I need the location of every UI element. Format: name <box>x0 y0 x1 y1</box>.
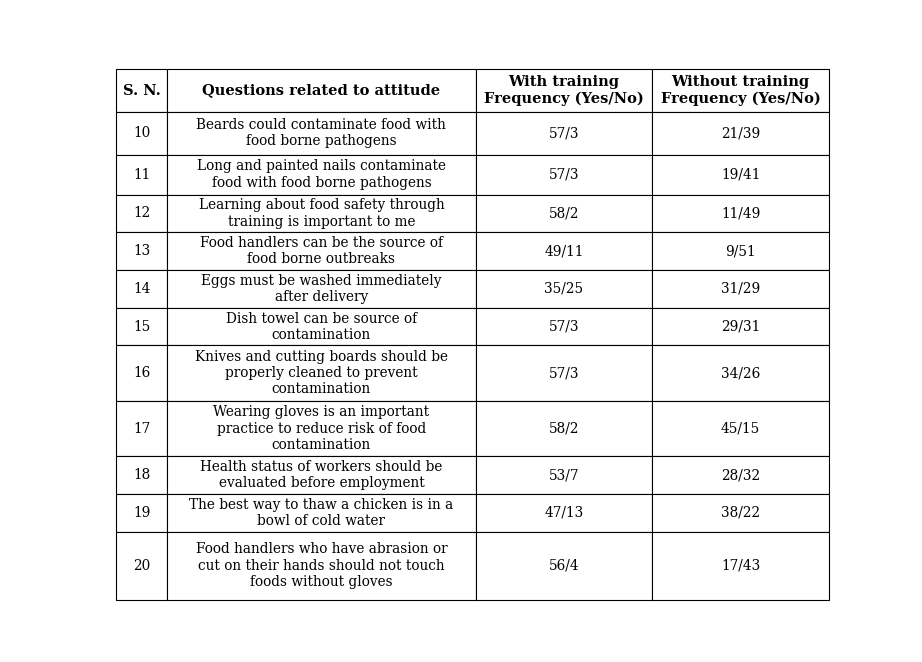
Bar <box>167 195 476 232</box>
Text: Learning about food safety through
training is important to me: Learning about food safety through train… <box>198 199 444 228</box>
Bar <box>476 532 653 600</box>
Bar <box>653 195 829 232</box>
Bar <box>116 494 167 532</box>
Bar <box>116 69 167 112</box>
Bar <box>476 346 653 401</box>
Text: Dish towel can be source of
contamination: Dish towel can be source of contaminatio… <box>226 312 417 342</box>
Bar <box>653 112 829 154</box>
Bar <box>116 270 167 308</box>
Bar <box>116 112 167 154</box>
Text: 58/2: 58/2 <box>549 207 579 220</box>
Text: With training
Frequency (Yes/No): With training Frequency (Yes/No) <box>484 75 644 106</box>
Text: 11: 11 <box>133 167 150 181</box>
Bar <box>653 308 829 346</box>
Text: 38/22: 38/22 <box>721 506 761 520</box>
Text: 21/39: 21/39 <box>721 126 761 140</box>
Bar <box>116 308 167 346</box>
Text: 31/29: 31/29 <box>721 282 761 296</box>
Text: 47/13: 47/13 <box>544 506 584 520</box>
Text: 58/2: 58/2 <box>549 422 579 436</box>
Bar <box>167 532 476 600</box>
Bar <box>167 456 476 494</box>
Text: 14: 14 <box>133 282 150 296</box>
Text: 57/3: 57/3 <box>549 126 579 140</box>
Bar <box>653 154 829 195</box>
Bar <box>476 270 653 308</box>
Bar <box>653 456 829 494</box>
Text: 16: 16 <box>133 366 150 380</box>
Bar <box>116 456 167 494</box>
Bar <box>653 232 829 270</box>
Bar <box>167 346 476 401</box>
Bar <box>476 456 653 494</box>
Bar <box>476 154 653 195</box>
Text: 15: 15 <box>133 320 150 334</box>
Bar <box>116 401 167 456</box>
Text: 10: 10 <box>133 126 150 140</box>
Bar <box>167 232 476 270</box>
Text: 13: 13 <box>133 244 150 258</box>
Bar <box>116 195 167 232</box>
Bar <box>653 401 829 456</box>
Text: 57/3: 57/3 <box>549 320 579 334</box>
Text: 17: 17 <box>133 422 150 436</box>
Bar <box>167 69 476 112</box>
Bar <box>167 494 476 532</box>
Bar <box>167 112 476 154</box>
Text: 9/51: 9/51 <box>726 244 756 258</box>
Bar <box>116 346 167 401</box>
Text: 57/3: 57/3 <box>549 366 579 380</box>
Text: 45/15: 45/15 <box>721 422 761 436</box>
Text: 11/49: 11/49 <box>721 207 761 220</box>
Bar <box>476 308 653 346</box>
Text: Without training
Frequency (Yes/No): Without training Frequency (Yes/No) <box>661 75 821 106</box>
Bar <box>653 494 829 532</box>
Text: Beards could contaminate food with
food borne pathogens: Beards could contaminate food with food … <box>196 118 446 148</box>
Text: Long and painted nails contaminate
food with food borne pathogens: Long and painted nails contaminate food … <box>197 160 446 189</box>
Bar <box>167 308 476 346</box>
Text: 12: 12 <box>133 207 150 220</box>
Bar <box>116 532 167 600</box>
Bar <box>476 112 653 154</box>
Bar <box>167 154 476 195</box>
Bar <box>476 232 653 270</box>
Bar <box>653 69 829 112</box>
Text: Wearing gloves is an important
practice to reduce risk of food
contamination: Wearing gloves is an important practice … <box>213 405 430 452</box>
Text: 18: 18 <box>133 468 150 482</box>
Text: 35/25: 35/25 <box>544 282 584 296</box>
Text: 34/26: 34/26 <box>721 366 761 380</box>
Text: Food handlers can be the source of
food borne outbreaks: Food handlers can be the source of food … <box>200 236 443 266</box>
Text: 53/7: 53/7 <box>549 468 579 482</box>
Bar <box>476 69 653 112</box>
Text: 28/32: 28/32 <box>721 468 761 482</box>
Text: 19: 19 <box>133 506 150 520</box>
Text: 29/31: 29/31 <box>721 320 761 334</box>
Text: 57/3: 57/3 <box>549 167 579 181</box>
Bar <box>116 154 167 195</box>
Bar <box>653 270 829 308</box>
Text: Eggs must be washed immediately
after delivery: Eggs must be washed immediately after de… <box>201 274 442 304</box>
Text: 49/11: 49/11 <box>544 244 584 258</box>
Bar <box>116 232 167 270</box>
Bar <box>653 532 829 600</box>
Text: 17/43: 17/43 <box>721 559 761 573</box>
Bar <box>476 401 653 456</box>
Bar <box>476 494 653 532</box>
Bar <box>476 195 653 232</box>
Text: 56/4: 56/4 <box>549 559 579 573</box>
Bar <box>653 346 829 401</box>
Text: Questions related to attitude: Questions related to attitude <box>202 83 441 97</box>
Text: Knives and cutting boards should be
properly cleaned to prevent
contamination: Knives and cutting boards should be prop… <box>195 350 448 397</box>
Text: 20: 20 <box>133 559 150 573</box>
Text: The best way to thaw a chicken is in a
bowl of cold water: The best way to thaw a chicken is in a b… <box>189 498 454 528</box>
Text: S. N.: S. N. <box>123 83 160 97</box>
Text: 19/41: 19/41 <box>721 167 761 181</box>
Text: Health status of workers should be
evaluated before employment: Health status of workers should be evalu… <box>200 460 443 491</box>
Bar <box>167 401 476 456</box>
Text: Food handlers who have abrasion or
cut on their hands should not touch
foods wit: Food handlers who have abrasion or cut o… <box>195 542 447 589</box>
Bar <box>167 270 476 308</box>
